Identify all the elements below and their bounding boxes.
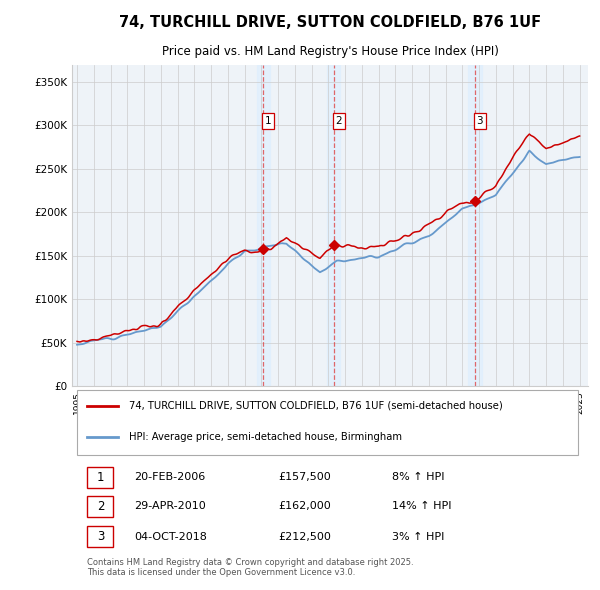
FancyBboxPatch shape bbox=[88, 496, 113, 517]
FancyBboxPatch shape bbox=[88, 526, 113, 548]
Text: £162,000: £162,000 bbox=[278, 501, 331, 511]
Text: Price paid vs. HM Land Registry's House Price Index (HPI): Price paid vs. HM Land Registry's House … bbox=[161, 45, 499, 58]
Text: 20-FEB-2006: 20-FEB-2006 bbox=[134, 473, 205, 483]
Text: 3: 3 bbox=[97, 530, 104, 543]
Text: 8% ↑ HPI: 8% ↑ HPI bbox=[392, 473, 445, 483]
Bar bbox=[257, 64, 270, 386]
Text: 29-APR-2010: 29-APR-2010 bbox=[134, 501, 206, 511]
Text: £212,500: £212,500 bbox=[278, 532, 331, 542]
FancyBboxPatch shape bbox=[88, 467, 113, 488]
FancyBboxPatch shape bbox=[77, 390, 578, 455]
Text: 74, TURCHILL DRIVE, SUTTON COLDFIELD, B76 1UF: 74, TURCHILL DRIVE, SUTTON COLDFIELD, B7… bbox=[119, 15, 541, 30]
Text: HPI: Average price, semi-detached house, Birmingham: HPI: Average price, semi-detached house,… bbox=[129, 432, 402, 441]
Bar bbox=[327, 64, 340, 386]
Text: 3: 3 bbox=[476, 116, 483, 126]
Text: 2: 2 bbox=[97, 500, 104, 513]
Text: £157,500: £157,500 bbox=[278, 473, 331, 483]
Text: 2: 2 bbox=[335, 116, 342, 126]
Text: 04-OCT-2018: 04-OCT-2018 bbox=[134, 532, 207, 542]
Bar bbox=[468, 64, 482, 386]
Text: 14% ↑ HPI: 14% ↑ HPI bbox=[392, 501, 451, 511]
Text: Contains HM Land Registry data © Crown copyright and database right 2025.
This d: Contains HM Land Registry data © Crown c… bbox=[88, 558, 414, 577]
Text: 3% ↑ HPI: 3% ↑ HPI bbox=[392, 532, 444, 542]
Text: 1: 1 bbox=[97, 471, 104, 484]
Text: 1: 1 bbox=[265, 116, 272, 126]
Text: 74, TURCHILL DRIVE, SUTTON COLDFIELD, B76 1UF (semi-detached house): 74, TURCHILL DRIVE, SUTTON COLDFIELD, B7… bbox=[129, 401, 503, 411]
